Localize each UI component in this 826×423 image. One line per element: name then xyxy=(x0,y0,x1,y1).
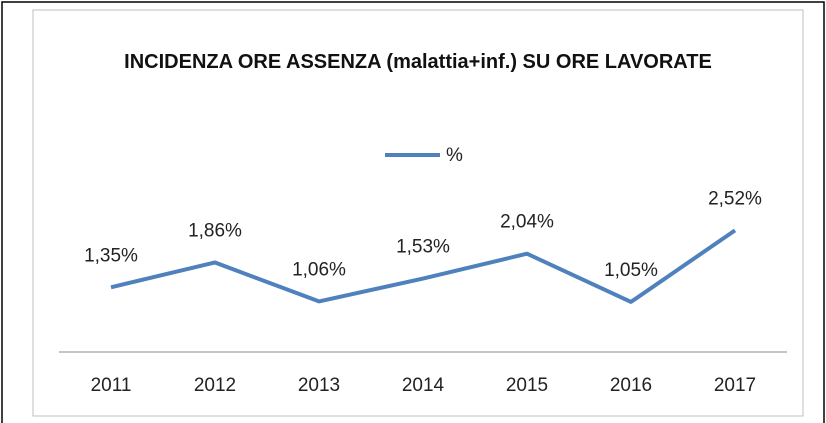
data-label: 1,05% xyxy=(604,260,658,281)
x-tick-label: 2013 xyxy=(298,375,340,396)
chart-title: INCIDENZA ORE ASSENZA (malattia+inf.) SU… xyxy=(124,51,712,73)
data-label: 2,04% xyxy=(500,212,554,233)
data-label: 1,35% xyxy=(84,245,138,266)
x-tick-label: 2015 xyxy=(506,375,548,396)
legend-label: % xyxy=(446,145,463,166)
series-line xyxy=(110,228,737,304)
x-tick-label: 2014 xyxy=(402,375,445,396)
x-tick-label: 2012 xyxy=(194,375,236,396)
x-tick-label: 2016 xyxy=(610,375,652,396)
data-label: 1,53% xyxy=(396,237,450,258)
x-tick-label: 2011 xyxy=(91,375,132,396)
data-label: 1,86% xyxy=(188,220,242,241)
chart-frame xyxy=(32,9,804,417)
data-label: 2,52% xyxy=(708,188,762,209)
data-label: 1,06% xyxy=(292,259,346,280)
x-tick-label: 2017 xyxy=(714,375,756,396)
